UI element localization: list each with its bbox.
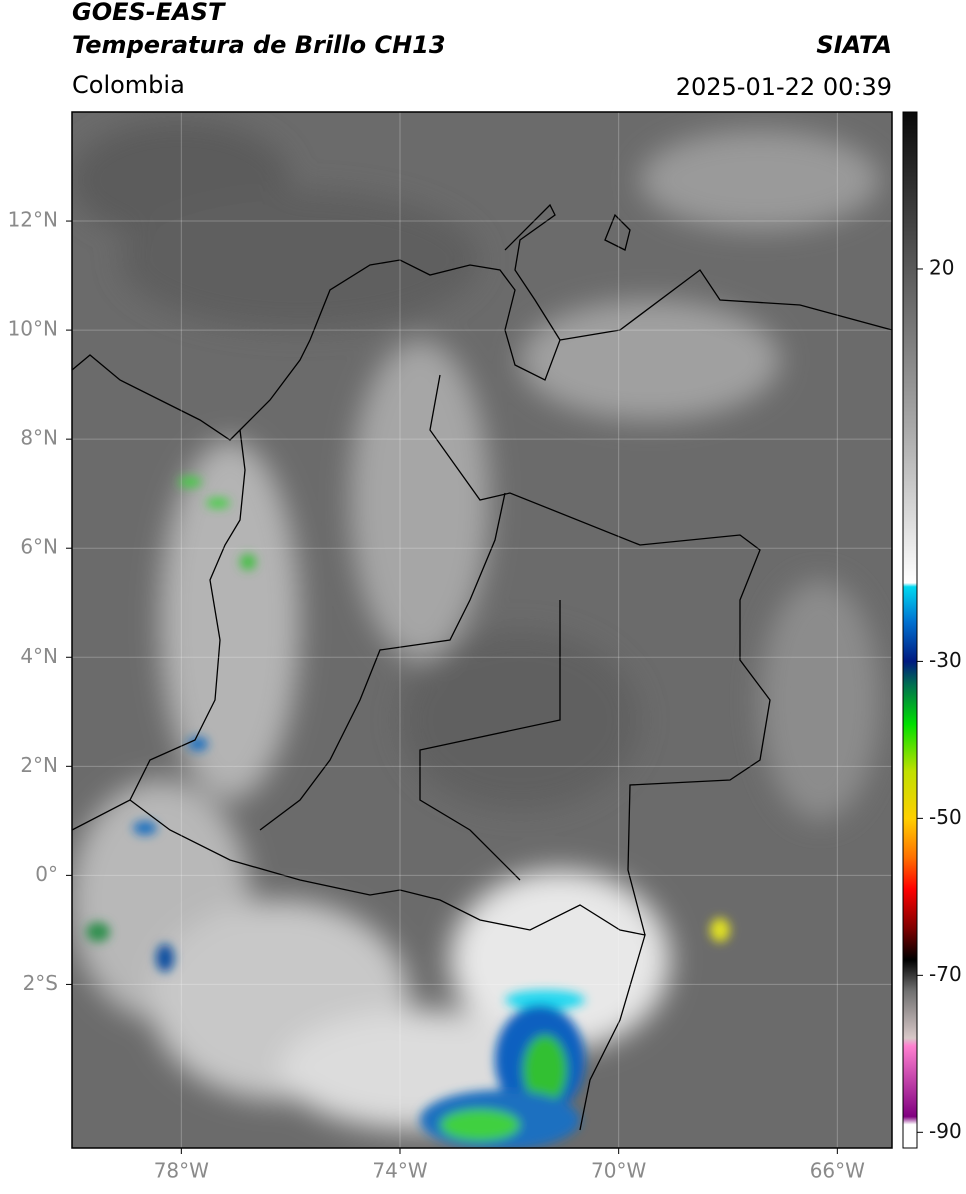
colorbar-tick-label: -90	[929, 1119, 962, 1143]
y-tick-label: 0°	[35, 862, 58, 886]
y-tick-label: 8°N	[20, 426, 58, 450]
x-tick-label: 70°W	[591, 1159, 646, 1183]
y-tick-label: 2°S	[23, 971, 58, 995]
y-tick-label: 10°N	[8, 317, 58, 341]
x-tick-label: 74°W	[372, 1159, 427, 1183]
colorbar-tick-label: -50	[929, 805, 962, 829]
y-tick-label: 6°N	[20, 535, 58, 559]
borders	[72, 203, 892, 1131]
title: GOES-EAST	[72, 0, 226, 26]
cloud-field	[72, 120, 880, 1130]
timestamp: 2025-01-22 00:39	[676, 73, 892, 101]
map-frame	[71, 111, 893, 1149]
subtitle: Temperatura de Brillo CH13	[72, 31, 446, 59]
colorbar-tick-label: -30	[929, 648, 962, 672]
satellite-image	[72, 112, 892, 1148]
convection	[86, 477, 730, 1148]
colorbar	[902, 111, 918, 1149]
x-tick-label: 78°W	[154, 1159, 209, 1183]
x-tick-label: 66°W	[810, 1159, 865, 1183]
colorbar-tick-label: -70	[929, 962, 962, 986]
y-tick-label: 12°N	[8, 208, 58, 232]
source: SIATA	[816, 31, 892, 59]
y-tick-label: 2°N	[20, 753, 58, 777]
y-tick-label: 4°N	[20, 644, 58, 668]
region: Colombia	[72, 71, 185, 99]
colorbar-tick-label: 20	[929, 255, 954, 279]
